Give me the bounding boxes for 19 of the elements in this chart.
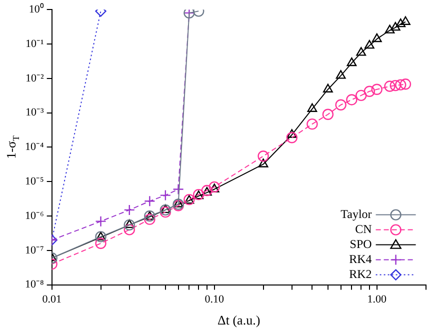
y-tick-label: 10⁻¹ — [26, 38, 44, 50]
y-tick-label: 10⁰ — [28, 2, 44, 16]
x-axis-title: Δt (a.u.) — [217, 312, 260, 328]
legend-label: Taylor — [340, 206, 372, 221]
x-tick-label: 0.01 — [42, 293, 62, 306]
x-tick-label: 1.00 — [367, 293, 387, 306]
y-tick-label: 10⁻³ — [26, 106, 45, 119]
y-tick-label: 10⁻² — [26, 72, 45, 84]
legend-label: RK2 — [349, 266, 372, 281]
legend-label: RK4 — [349, 252, 372, 266]
x-tick-label: 0.10 — [204, 293, 224, 306]
y-tick-label: 10⁻⁴ — [24, 141, 44, 154]
y-tick-label: 10⁻⁸ — [24, 278, 44, 291]
y-tick-label: 10⁻⁷ — [24, 244, 44, 256]
legend-label: SPO — [350, 236, 372, 251]
y-axis-title: 1-σT — [3, 135, 21, 159]
y-tick-label: 10⁻⁵ — [24, 175, 44, 188]
legend-label: CN — [355, 222, 372, 236]
y-tick-label: 10⁻⁶ — [24, 210, 44, 222]
